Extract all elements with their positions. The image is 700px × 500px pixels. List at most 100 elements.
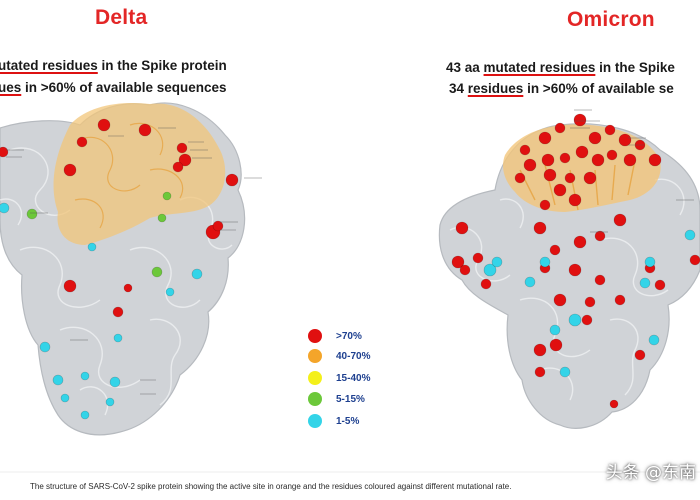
mutation-residue bbox=[76, 136, 88, 148]
mutation-residue bbox=[212, 220, 224, 232]
mutation-residue bbox=[654, 279, 666, 291]
mutation-residue bbox=[539, 256, 551, 268]
mutation-residue bbox=[225, 173, 239, 187]
mutation-residue bbox=[0, 202, 10, 214]
mutation-residue bbox=[459, 264, 471, 276]
mutation-residue bbox=[553, 293, 567, 307]
mutation-residue bbox=[97, 118, 111, 132]
mutation-residue bbox=[123, 283, 133, 293]
mutation-residue bbox=[533, 343, 547, 357]
mutation-residue bbox=[538, 131, 552, 145]
mutation-residue bbox=[519, 144, 531, 156]
mutation-residue bbox=[573, 113, 587, 127]
mutation-residue bbox=[63, 163, 77, 177]
mutation-residue bbox=[472, 252, 484, 264]
mutation-residue bbox=[63, 279, 77, 293]
mutation-residue bbox=[684, 229, 696, 241]
mutation-residue bbox=[583, 171, 597, 185]
mutation-residue bbox=[604, 124, 616, 136]
mutation-residue bbox=[648, 334, 660, 346]
mutation-residue bbox=[162, 191, 172, 201]
mutation-residue bbox=[80, 371, 90, 381]
mutation-residue bbox=[480, 278, 492, 290]
mutation-residue bbox=[514, 172, 526, 184]
omicron-subtitle-line-2: 34 residues in >60% of available se bbox=[449, 81, 674, 96]
mutation-residue bbox=[178, 153, 192, 167]
mutation-residue bbox=[564, 172, 576, 184]
delta-active-site-texture bbox=[74, 122, 184, 229]
mutation-residue bbox=[109, 376, 121, 388]
mutation-residue bbox=[534, 366, 546, 378]
mutation-residue bbox=[112, 306, 124, 318]
legend-swatch bbox=[308, 392, 322, 406]
legend-label: 1-5% bbox=[336, 415, 360, 427]
mutation-residue bbox=[573, 235, 587, 249]
mutation-residue bbox=[533, 221, 547, 235]
mutation-residue bbox=[581, 314, 593, 326]
mutation-residue bbox=[524, 276, 536, 288]
mutation-residue bbox=[549, 244, 561, 256]
mutation-residue bbox=[623, 153, 637, 167]
mutation-residue bbox=[491, 256, 503, 268]
mutation-residue bbox=[165, 287, 175, 297]
mutation-residue bbox=[52, 374, 64, 386]
mutation-residue bbox=[87, 242, 97, 252]
mutation-residue bbox=[451, 255, 465, 269]
mutation-residue bbox=[0, 146, 9, 158]
legend-swatch bbox=[308, 329, 322, 343]
legend-label: 40-70% bbox=[336, 350, 371, 362]
mutation-residue bbox=[80, 410, 90, 420]
legend-swatch bbox=[308, 414, 322, 428]
watermark: 头条 @东南 bbox=[605, 463, 696, 483]
mutation-residue bbox=[594, 230, 606, 242]
mutation-residue bbox=[157, 213, 167, 223]
mutation-residue bbox=[609, 399, 619, 409]
mutation-residue bbox=[588, 131, 602, 145]
mutation-residue bbox=[568, 263, 582, 277]
mutation-residue bbox=[549, 338, 563, 352]
mutation-residue bbox=[176, 142, 188, 154]
mutation-residue bbox=[172, 161, 184, 173]
mutation-residue bbox=[618, 133, 632, 147]
mutation-residue bbox=[455, 221, 469, 235]
omicron-title: Omicron bbox=[567, 8, 655, 31]
figure-caption: The structure of SARS-CoV-2 spike protei… bbox=[30, 482, 512, 491]
delta-title: Delta bbox=[95, 6, 148, 29]
mutation-residue bbox=[105, 397, 115, 407]
mutation-residue bbox=[26, 208, 38, 220]
mutation-residue bbox=[639, 277, 651, 289]
omicron-mutation-residues bbox=[451, 113, 700, 409]
residue-label-marks bbox=[6, 109, 694, 395]
delta-spike-protein bbox=[0, 102, 246, 436]
mutation-residue bbox=[553, 183, 567, 197]
mutation-residue bbox=[559, 152, 571, 164]
delta-mutation-residues bbox=[0, 118, 239, 420]
mutation-residue bbox=[591, 153, 605, 167]
legend-item-5-15: 5-15% bbox=[308, 389, 365, 409]
mutation-residue bbox=[568, 193, 582, 207]
mutation-residue bbox=[594, 274, 606, 286]
mutation-residue bbox=[568, 313, 582, 327]
mutation-residue bbox=[634, 349, 646, 361]
mutation-residue bbox=[554, 122, 566, 134]
legend-label: 15-40% bbox=[336, 372, 371, 384]
mutation-residue bbox=[559, 366, 571, 378]
mutation-residue bbox=[614, 294, 626, 306]
mutation-residue bbox=[613, 213, 627, 227]
legend-item-15-40: 15-40% bbox=[308, 368, 370, 388]
mutation-residue bbox=[584, 296, 596, 308]
delta-subtitle-line-1: utated residues in the Spike protein bbox=[0, 58, 227, 73]
mutation-residue bbox=[483, 263, 497, 277]
mutation-residue bbox=[543, 168, 557, 182]
mutation-residue bbox=[60, 393, 70, 403]
omicron-active-site bbox=[503, 124, 661, 212]
mutation-residue bbox=[549, 324, 561, 336]
mutation-residue bbox=[113, 333, 123, 343]
mutation-residue bbox=[523, 158, 537, 172]
omicron-subtitle-line-1: 43 aa mutated residues in the Spike bbox=[446, 60, 675, 75]
legend-label: >70% bbox=[336, 330, 362, 342]
omicron-spike-protein bbox=[438, 123, 700, 429]
mutation-residue bbox=[575, 145, 589, 159]
mutation-residue bbox=[689, 254, 700, 266]
